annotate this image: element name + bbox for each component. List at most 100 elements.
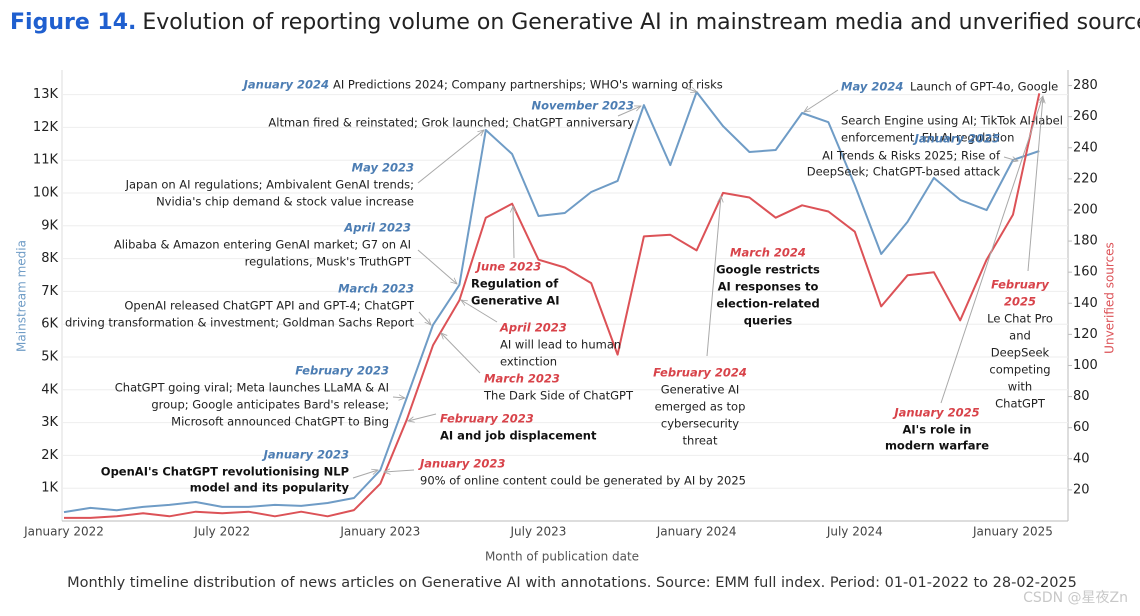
y-tick-label: 5K (41, 350, 58, 365)
annotation-date: January 2023 (262, 448, 349, 462)
annotation-text: competing (989, 363, 1050, 377)
x-tick-label: January 2022 (23, 525, 104, 539)
annotation-date: January 2024 (242, 78, 329, 92)
y2-tick-label: 220 (1073, 171, 1098, 186)
annotation-date: March 2023 (484, 372, 560, 386)
annotation-arrow (352, 470, 378, 479)
y-tick-label: 8K (41, 251, 58, 266)
line-series (64, 93, 1041, 519)
annotation-date: January 2023 (418, 457, 505, 471)
annotation: January 2023 90% of online content could … (384, 457, 746, 488)
annotation: January 2024 AI Predictions 2024; Company… (242, 78, 723, 93)
annotation-date: January 2025 (913, 132, 1000, 146)
annotation-date: June 2023 (475, 260, 541, 274)
y-tick-label: 3K (41, 415, 58, 430)
y2-tick-label: 240 (1073, 140, 1098, 155)
figure-label: Figure 14. (10, 10, 136, 35)
annotation-text: election-related (716, 297, 819, 311)
annotation: February 2025 Le Chat Pro and DeepSeek compet… (987, 97, 1053, 411)
annotation-text: queries (744, 314, 793, 328)
annotation-arrow (513, 206, 514, 259)
line-series (63, 91, 1040, 514)
annotation-arrow (418, 311, 431, 325)
annotation-date: March 2023 (338, 282, 414, 296)
annotation: March 2023 The Dark Side of ChatGPT (441, 333, 634, 403)
annotation-text: AI's role in (903, 423, 972, 437)
annotation-text: cybersecurity (661, 417, 739, 431)
x-tick-label: January 2024 (656, 525, 737, 539)
y2-tick-label: 40 (1073, 451, 1090, 466)
caption: Monthly timeline distribution of news ar… (67, 575, 1077, 591)
y2-tick-label: 180 (1073, 234, 1098, 249)
x-tick-label: July 2023 (510, 525, 567, 539)
annotation-text: AI Predictions 2024; Company partnership… (333, 78, 723, 92)
annotation-text: AI responses to (718, 280, 819, 294)
annotation-text: DeepSeek (991, 346, 1050, 360)
y-tick-label: 9K (41, 218, 58, 233)
y2-tick-label: 60 (1073, 420, 1090, 435)
x-tick-label: January 2025 (972, 525, 1053, 539)
annotation: March 2023 OpenAI released ChatGPT API an… (65, 282, 431, 330)
annotation-text: AI and job displacement (440, 429, 597, 443)
annotation-arrow (441, 333, 481, 374)
annotation-text: OpenAI released ChatGPT API and GPT-4; C… (124, 299, 415, 313)
y2-tick-label: 140 (1073, 296, 1098, 311)
y2-tick-label: 160 (1073, 265, 1098, 280)
annotation: May 2023 Japan on AI regulations; Ambival… (125, 130, 484, 209)
annotation-text: enforcement, EU AI regulation (841, 131, 1014, 145)
annotation: February 2023 AI and job displacement (408, 412, 597, 443)
chart-title: Evolution of reporting volume on Generat… (142, 10, 1140, 35)
y-tick-label: 4K (41, 382, 58, 397)
annotation-date: February (991, 278, 1049, 292)
annotation-arrow (706, 196, 721, 357)
annotation-text: threat (683, 434, 718, 448)
annotation-text: 90% of online content could be generated… (420, 474, 746, 488)
y-tick-label: 11K (33, 153, 59, 168)
annotation-text: modern warfare (885, 439, 989, 453)
annotation-text: AI Trends & Risks 2025; Rise of (822, 149, 1001, 163)
annotation-text: and (1009, 329, 1031, 343)
annotation: January 2025 AI Trends & Risks 2025; Rise… (807, 132, 1018, 179)
annotation-text: regulations, Musk's TruthGPT (245, 255, 412, 269)
annotation: June 2023 Regulation of Generative AI (471, 206, 560, 308)
annotation-text: Launch of GPT-4o, Google (910, 80, 1058, 94)
annotation-arrow (1027, 97, 1043, 272)
annotation-text: Microsoft announced ChatGPT to Bing (171, 415, 389, 429)
annotation-date: May 2023 (352, 161, 414, 175)
annotation-text: ChatGPT going viral; Meta launches LLaMA… (115, 381, 389, 395)
x-tick-label: July 2024 (826, 525, 883, 539)
x-tick-label: July 2022 (193, 525, 250, 539)
y2-tick-label: 120 (1073, 327, 1098, 342)
annotation-text: Le Chat Pro (987, 312, 1053, 326)
annotation-date: November 2023 (531, 99, 634, 113)
annotation-text: Google restricts (716, 263, 820, 277)
annotation-text: OpenAI's ChatGPT revolutionising NLP (101, 465, 349, 479)
annotation-arrow (617, 106, 641, 117)
annotation-text: extinction (500, 355, 557, 369)
annotation-text: driving transformation & investment; Gol… (65, 316, 415, 330)
y-tick-label: 10K (33, 186, 59, 201)
annotation-text: Generative AI (471, 294, 560, 308)
y2-axis-title: Unverified sources (1103, 242, 1117, 354)
annotation-date: March 2024 (730, 246, 806, 260)
annotation-text: Search Engine using AI; TikTok AI-label (841, 114, 1063, 128)
annotation-text: Japan on AI regulations; Ambivalent GenA… (125, 178, 414, 192)
annotation-text: Nvidia's chip demand & stock value incre… (156, 195, 414, 209)
annotation: April 2023 Alibaba & Amazon entering GenA… (114, 221, 457, 285)
annotation-arrow (392, 397, 405, 398)
y2-tick-label: 100 (1073, 358, 1098, 373)
y2-tick-label: 280 (1073, 78, 1098, 93)
y-tick-label: 7K (41, 284, 58, 299)
annotation-text: with (1008, 380, 1032, 394)
annotation-text: Alibaba & Amazon entering GenAI market; … (114, 238, 411, 252)
annotation-arrow (940, 96, 1043, 404)
annotation-text: The Dark Side of ChatGPT (483, 389, 634, 403)
x-tick-label: January 2023 (339, 525, 420, 539)
y2-tick-label: 200 (1073, 202, 1098, 217)
y-tick-label: 12K (33, 120, 59, 135)
annotation: February 2023 ChatGPT going viral; Meta l… (115, 364, 405, 429)
annotation: April 2023 AI will lead to human extinctio… (461, 300, 621, 369)
annotation: March 2024 Google restricts AI responses t… (716, 246, 820, 328)
annotation-date: April 2023 (343, 221, 411, 235)
